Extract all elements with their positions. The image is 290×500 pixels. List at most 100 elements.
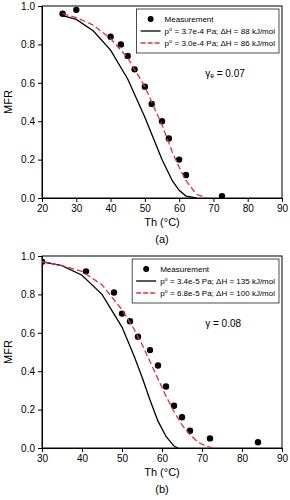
y-tick: 0.4 [21, 116, 42, 127]
y-tick: 0.4 [21, 366, 42, 377]
x-tick-mark [242, 448, 243, 452]
y-tick-mark [38, 198, 42, 199]
legend-label: Measurement [165, 15, 215, 24]
y-axis-title: MFR [2, 340, 14, 364]
legend-label: p⁰ = 3.7e-4 Pa; ΔH = 88 kJ/mol [165, 27, 276, 36]
x-tick-mark [213, 198, 214, 202]
x-tick-label: 90 [277, 203, 289, 214]
data-point [118, 41, 124, 47]
legend-box [137, 9, 279, 53]
x-tick-mark [76, 198, 77, 202]
x-tick-label: 40 [106, 203, 118, 214]
x-axis-title: Th (°C) [144, 216, 180, 228]
panel: 304050607080900.00.20.40.60.81.0Th (°C)M… [2, 251, 288, 495]
legend-symbol [141, 30, 161, 31]
data-point [187, 428, 193, 434]
legend-entry: Measurement [148, 15, 215, 24]
y-tick-mark [38, 371, 42, 372]
y-axis-line [38, 7, 43, 199]
y-tick-label: 1.0 [21, 251, 35, 262]
panel: 20304050607080900.00.20.40.60.81.0Th (°C… [2, 1, 288, 245]
x-tick-label: 40 [77, 453, 89, 464]
x-tick-mark [162, 448, 163, 452]
x-tick: 30 [37, 448, 49, 464]
y-tick-mark [38, 160, 42, 161]
x-tick-label: 20 [37, 203, 49, 214]
x-tick: 70 [208, 198, 220, 214]
legend-symbol [136, 292, 156, 293]
y-tick-label: 0.0 [21, 193, 35, 204]
legend-entry: p⁰ = 3.7e-4 Pa; ΔH = 88 kJ/mol [141, 27, 276, 36]
y-tick-mark [38, 44, 42, 45]
x-tick: 70 [197, 448, 209, 464]
legend-symbol [136, 280, 156, 281]
y-tick: 0.6 [21, 328, 42, 339]
x-tick-label: 70 [197, 453, 209, 464]
y-tick-label: 0.4 [21, 366, 35, 377]
y-axis: 0.00.20.40.60.81.0 [21, 1, 42, 204]
x-tick: 40 [77, 448, 89, 464]
x-tick-label: 30 [71, 203, 83, 214]
y-tick-label: 0.6 [21, 328, 35, 339]
legend-label: p⁰ = 3.4e-5 Pa; ΔH = 135 kJ/mol [160, 277, 275, 286]
y-tick: 0.6 [21, 78, 42, 89]
x-axis: 30 40 50 60 70 80 90 [37, 448, 289, 464]
panel-caption: (b) [155, 483, 168, 495]
x-tick-mark [282, 198, 283, 202]
x-tick-label: 70 [208, 203, 220, 214]
y-tick-label: 0.2 [21, 404, 35, 415]
data-point [147, 347, 153, 353]
legend: Measurement p⁰ = 3.7e-4 Pa; ΔH = 88 kJ/mo… [137, 9, 279, 53]
plot-frame [42, 256, 282, 448]
y-axis: 0.00.20.40.60.81.0 [21, 251, 42, 454]
x-axis-line [43, 449, 283, 453]
y-tick: 0.0 [21, 193, 42, 204]
x-tick-mark [111, 198, 112, 202]
data-point [207, 435, 213, 441]
x-axis: 2030405060708090 [37, 198, 289, 214]
y-tick-mark [38, 83, 42, 84]
x-tick: 80 [243, 198, 255, 214]
y-tick: 0.2 [21, 404, 42, 415]
x-tick: 30 [71, 198, 83, 214]
x-axis-title: Th (°C) [144, 466, 180, 478]
annotation: γ = 0.08 [205, 318, 241, 329]
y-tick-mark [38, 121, 42, 122]
y-tick-mark [38, 333, 42, 334]
data-point [163, 383, 169, 389]
x-tick: 90 [277, 198, 289, 214]
legend-label: Measurement [160, 265, 210, 274]
data-point [176, 156, 182, 162]
y-axis-line [38, 257, 43, 449]
x-tick-label: 60 [157, 453, 169, 464]
legend-symbol [148, 16, 154, 22]
x-tick-label: 90 [277, 453, 289, 464]
legend-box [132, 259, 279, 303]
data-point [179, 414, 185, 420]
legend-entry: p⁰ = 3.4e-5 Pa; ΔH = 135 kJ/mol [136, 277, 275, 286]
x-tick-mark [282, 448, 283, 452]
y-tick-label: 0.4 [21, 116, 35, 127]
x-tick-label: 80 [237, 453, 249, 464]
legend-label: p⁰ = 6.8e-5 Pa; ΔH = 100 kJ/mol [160, 289, 275, 298]
legend-symbol [143, 266, 149, 272]
x-axis-line [43, 199, 283, 203]
y-tick: 1.0 [21, 251, 42, 262]
y-tick-mark [38, 294, 42, 295]
x-tick: 90 [277, 448, 289, 464]
plot-frame [42, 6, 282, 198]
y-tick-label: 0.8 [21, 39, 35, 50]
y-tick-mark [38, 256, 42, 257]
figure: 20 30 40 50 60 70 80 90 0.0 0.2 0.4 0.6 0.8 1.0 Th (°C… [0, 0, 290, 500]
x-tick-mark [179, 198, 180, 202]
annotation: γₑ = 0.07 [205, 68, 245, 79]
data-point [142, 83, 148, 89]
y-tick-label: 0.6 [21, 78, 35, 89]
y-axis-title: MFR [2, 90, 14, 114]
data-point [111, 289, 117, 295]
y-tick-label: 1.0 [21, 1, 35, 12]
legend: Measurement p⁰ = 3.4e-5 Pa; ΔH = 135 kJ/m… [132, 259, 279, 303]
legend-entry: p⁰ = 3.0e-4 Pa; ΔH = 86 kJ/mol [141, 39, 276, 48]
y-tick-mark [38, 410, 42, 411]
x-tick: 50 [117, 448, 129, 464]
